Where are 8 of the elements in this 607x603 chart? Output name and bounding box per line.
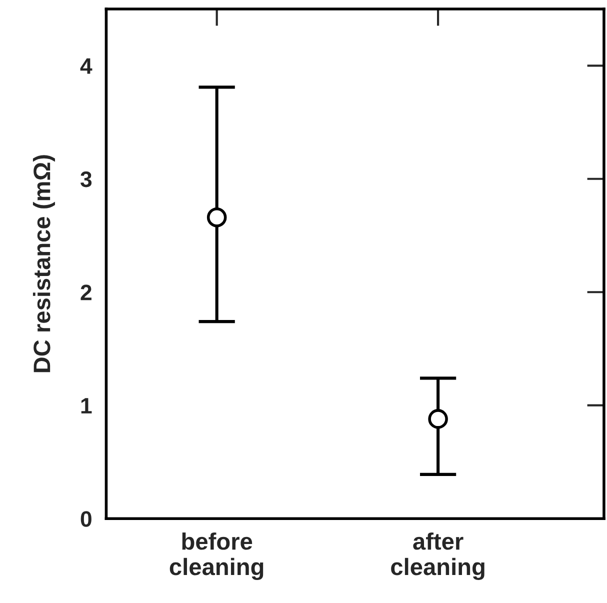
x-tick-label: after cleaning xyxy=(391,532,484,580)
y-tick-label: 0 xyxy=(80,511,92,527)
y-tick-label: 2 xyxy=(80,284,92,300)
y-tick-label: 3 xyxy=(80,171,92,188)
y-tick-label: 1 xyxy=(81,398,92,414)
x-tick-label: before cleaning xyxy=(170,532,264,580)
y-tick-label: 4 xyxy=(80,58,92,74)
y-axis-title: DC resistance (mΩ) xyxy=(32,155,55,372)
